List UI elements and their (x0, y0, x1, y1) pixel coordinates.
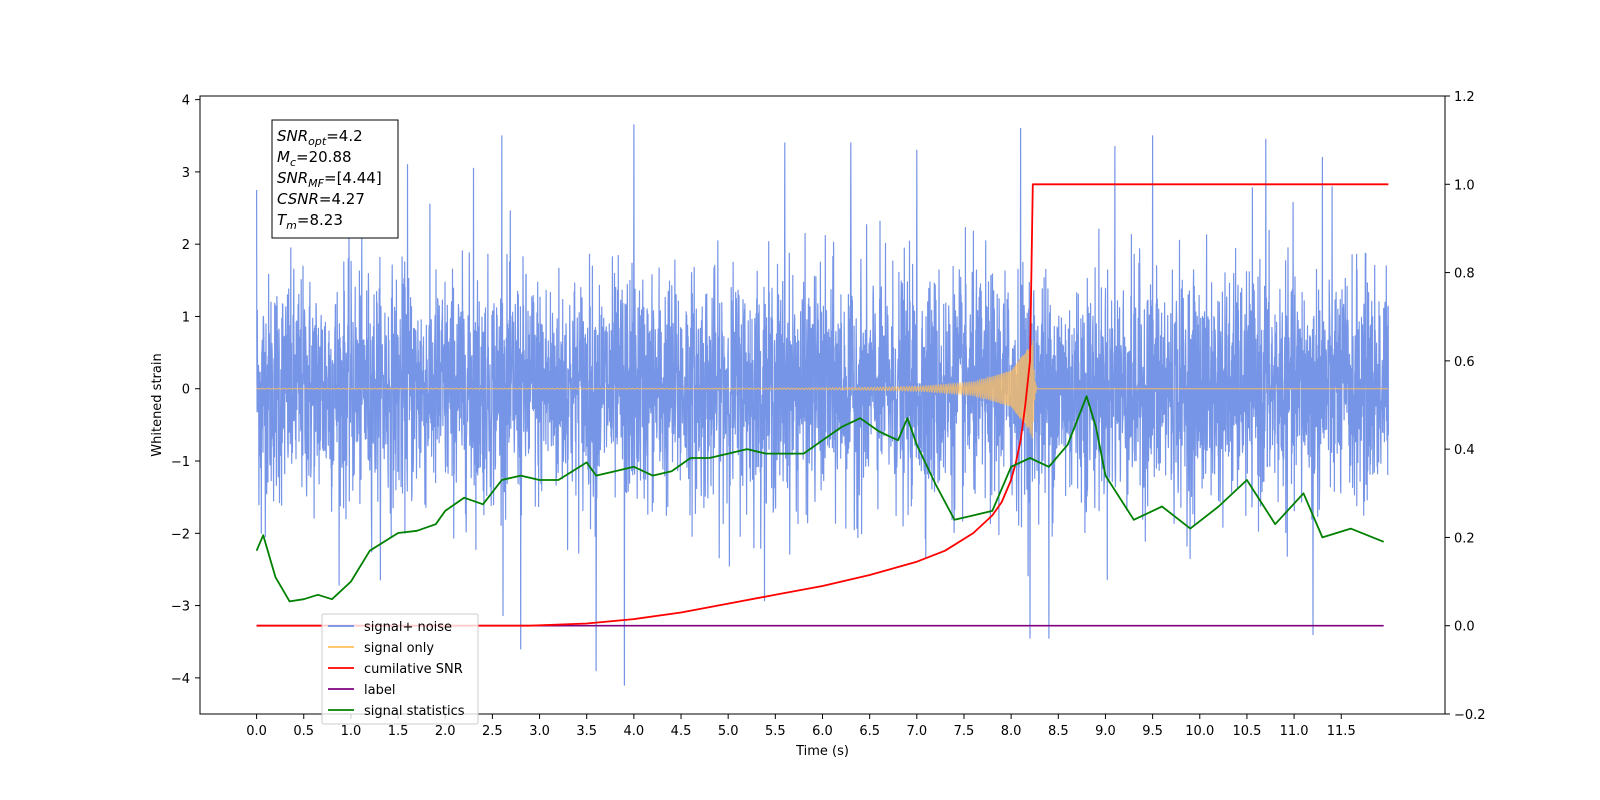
y-tick-label-left: 1 (182, 310, 190, 325)
x-tick-label: 9.5 (1142, 724, 1163, 739)
x-tick-label: 0.0 (246, 724, 267, 739)
y-tick-label-right: −0.2 (1454, 708, 1486, 723)
x-tick-label: 4.5 (671, 724, 692, 739)
y-tick-label-right: 0.0 (1454, 620, 1475, 635)
y-axis-left: 4 3 2 1 0 −1 −2 −3 −4 (171, 94, 200, 687)
x-tick-label: 7.0 (906, 724, 927, 739)
series-layer (255, 124, 1389, 686)
y-tick-label-left: 3 (182, 166, 190, 181)
y-tick-label-left: 4 (182, 94, 190, 109)
y-tick-label-right: 0.6 (1454, 355, 1475, 370)
annotation-line: CSNR=4.27 (277, 190, 365, 208)
y-axis-right: 1.2 1.0 0.8 0.6 0.4 0.2 0.0 −0.2 (1445, 90, 1486, 723)
y-tick-label-left: 0 (182, 383, 190, 398)
y-tick-label-right: 0.2 (1454, 531, 1475, 546)
x-tick-label: 7.5 (954, 724, 975, 739)
y-tick-label-right: 0.8 (1454, 267, 1475, 282)
x-tick-label: 0.5 (293, 724, 314, 739)
annotation-line: Mc=20.88 (277, 148, 352, 169)
x-tick-label: 4.0 (624, 724, 645, 739)
legend: signal+ noise signal only cumilative SNR la… (321, 613, 479, 725)
y-tick-label-left: −1 (171, 455, 190, 470)
x-axis-title: Time (s) (795, 744, 849, 759)
x-tick-label: 11.5 (1327, 724, 1356, 739)
series-signal-only (256, 340, 1389, 439)
annotation-line: SNRMF=[4.44] (277, 169, 382, 190)
x-tick-label: 2.0 (435, 724, 456, 739)
x-axis: 0.0 0.5 1.0 1.5 2.0 2.5 3.0 3.5 4.0 4.5 5.0 5.5 6.0 6… (246, 714, 1356, 739)
legend-label: signal statistics (364, 704, 465, 719)
annotation-frame (271, 119, 399, 239)
annotation-line: SNRopt=4.2 (277, 127, 363, 148)
y-tick-label-right: 1.2 (1454, 90, 1475, 105)
x-tick-label: 2.5 (482, 724, 503, 739)
y-tick-label-left: −3 (171, 600, 190, 615)
x-tick-label: 5.5 (765, 724, 786, 739)
series-signal-noise (256, 124, 1389, 686)
x-tick-label: 8.0 (1001, 724, 1022, 739)
x-tick-label: 1.0 (341, 724, 362, 739)
legend-frame (321, 613, 479, 725)
x-tick-label: 1.5 (388, 724, 409, 739)
legend-label: cumilative SNR (364, 662, 463, 677)
y-tick-label-left: −4 (171, 672, 190, 687)
annotation-line: Tm=8.23 (277, 211, 343, 232)
x-tick-label: 10.0 (1185, 724, 1214, 739)
x-tick-label: 6.0 (812, 724, 833, 739)
x-tick-label: 10.5 (1232, 724, 1261, 739)
legend-label: signal+ noise (364, 620, 452, 635)
series-signal-statistics (255, 395, 1385, 603)
y-tick-label-right: 0.4 (1454, 443, 1475, 458)
x-tick-label: 3.5 (576, 724, 597, 739)
x-tick-label: 3.0 (529, 724, 550, 739)
x-tick-label: 5.0 (718, 724, 739, 739)
y-axis-title: Whitened strain (150, 353, 165, 456)
x-tick-label: 11.0 (1280, 724, 1309, 739)
legend-label: signal only (364, 641, 434, 656)
legend-label: label (364, 683, 395, 698)
y-tick-label-right: 1.0 (1454, 178, 1475, 193)
x-tick-label: 6.5 (859, 724, 880, 739)
x-tick-label: 9.0 (1095, 724, 1116, 739)
y-tick-label-left: −2 (171, 527, 190, 542)
y-tick-label-left: 2 (182, 238, 190, 253)
series-cumulative-snr (256, 183, 1389, 627)
x-tick-label: 8.5 (1048, 724, 1069, 739)
